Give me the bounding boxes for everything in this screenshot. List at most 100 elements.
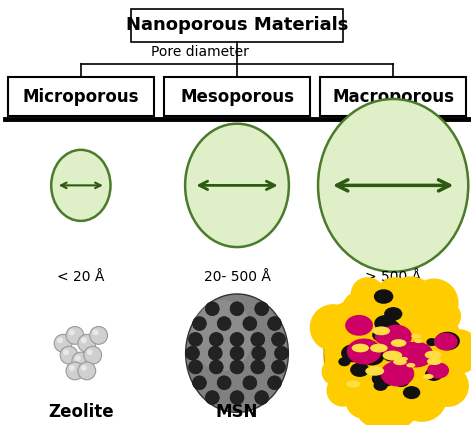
Bar xyxy=(8,77,154,116)
Ellipse shape xyxy=(346,380,360,387)
Ellipse shape xyxy=(346,383,382,419)
Ellipse shape xyxy=(51,150,110,221)
Ellipse shape xyxy=(341,344,365,362)
Ellipse shape xyxy=(341,291,381,330)
Ellipse shape xyxy=(327,302,371,345)
Ellipse shape xyxy=(383,335,410,356)
Ellipse shape xyxy=(255,391,269,404)
Ellipse shape xyxy=(370,344,388,353)
Ellipse shape xyxy=(78,334,96,352)
Ellipse shape xyxy=(318,99,468,272)
Ellipse shape xyxy=(359,347,384,366)
Ellipse shape xyxy=(393,374,410,387)
Bar xyxy=(320,77,466,116)
Ellipse shape xyxy=(230,346,244,360)
Ellipse shape xyxy=(191,300,253,371)
Ellipse shape xyxy=(382,339,402,354)
Ellipse shape xyxy=(425,351,441,359)
Ellipse shape xyxy=(87,349,93,355)
Ellipse shape xyxy=(210,360,223,374)
Ellipse shape xyxy=(321,357,350,386)
Ellipse shape xyxy=(78,362,96,380)
Ellipse shape xyxy=(382,338,412,361)
Text: Pore diameter: Pore diameter xyxy=(152,45,249,59)
Ellipse shape xyxy=(377,389,417,428)
Ellipse shape xyxy=(324,337,354,367)
Ellipse shape xyxy=(186,346,200,360)
Ellipse shape xyxy=(374,315,396,332)
Ellipse shape xyxy=(385,327,405,342)
Ellipse shape xyxy=(93,330,99,336)
Ellipse shape xyxy=(427,358,442,365)
Ellipse shape xyxy=(381,361,414,386)
Ellipse shape xyxy=(230,302,244,316)
Text: 20- 500 Å: 20- 500 Å xyxy=(203,270,271,284)
Ellipse shape xyxy=(324,284,462,422)
Ellipse shape xyxy=(274,346,288,360)
Bar xyxy=(164,77,310,116)
Ellipse shape xyxy=(185,124,289,247)
Text: Microporous: Microporous xyxy=(23,88,139,106)
Ellipse shape xyxy=(69,330,75,336)
Ellipse shape xyxy=(75,355,81,361)
Ellipse shape xyxy=(205,302,219,316)
Ellipse shape xyxy=(384,345,405,360)
Ellipse shape xyxy=(351,277,384,311)
Ellipse shape xyxy=(375,320,401,339)
Ellipse shape xyxy=(425,368,443,381)
Ellipse shape xyxy=(387,349,399,357)
Ellipse shape xyxy=(345,315,373,336)
Ellipse shape xyxy=(356,386,398,428)
Ellipse shape xyxy=(373,327,390,335)
Ellipse shape xyxy=(310,304,356,351)
Ellipse shape xyxy=(205,391,219,404)
Text: Nanoporous Materials: Nanoporous Materials xyxy=(126,17,348,35)
Ellipse shape xyxy=(411,334,421,339)
Ellipse shape xyxy=(272,360,285,374)
Ellipse shape xyxy=(399,342,433,367)
Ellipse shape xyxy=(81,337,87,343)
Ellipse shape xyxy=(217,317,231,330)
Ellipse shape xyxy=(72,352,90,370)
Ellipse shape xyxy=(243,317,257,330)
Ellipse shape xyxy=(434,333,458,351)
Ellipse shape xyxy=(209,346,222,360)
Ellipse shape xyxy=(217,376,231,389)
Text: > 500 Å: > 500 Å xyxy=(365,270,421,284)
Ellipse shape xyxy=(81,365,87,371)
Ellipse shape xyxy=(268,376,282,389)
Ellipse shape xyxy=(230,360,244,374)
Ellipse shape xyxy=(435,332,460,351)
Ellipse shape xyxy=(255,302,269,316)
Ellipse shape xyxy=(327,374,359,407)
Ellipse shape xyxy=(252,346,265,360)
Ellipse shape xyxy=(397,371,447,422)
Text: Zeolite: Zeolite xyxy=(48,404,114,422)
Ellipse shape xyxy=(372,328,390,342)
Ellipse shape xyxy=(54,334,72,352)
Ellipse shape xyxy=(391,339,406,347)
Text: Sponge: Sponge xyxy=(358,404,428,422)
Ellipse shape xyxy=(57,337,63,343)
Ellipse shape xyxy=(66,327,84,344)
Ellipse shape xyxy=(427,365,469,407)
Ellipse shape xyxy=(268,317,282,330)
Ellipse shape xyxy=(391,390,423,422)
Ellipse shape xyxy=(90,327,108,344)
Ellipse shape xyxy=(414,339,423,343)
Ellipse shape xyxy=(84,346,101,364)
Ellipse shape xyxy=(189,333,202,346)
Ellipse shape xyxy=(395,340,413,353)
Ellipse shape xyxy=(352,344,369,352)
Ellipse shape xyxy=(396,342,416,357)
Ellipse shape xyxy=(189,360,202,374)
Ellipse shape xyxy=(403,386,420,399)
Text: MSN: MSN xyxy=(216,404,258,422)
Ellipse shape xyxy=(382,348,396,359)
Text: Macroporous: Macroporous xyxy=(332,88,454,106)
Ellipse shape xyxy=(426,338,437,346)
Ellipse shape xyxy=(427,362,449,379)
Ellipse shape xyxy=(385,276,436,327)
Ellipse shape xyxy=(381,373,397,386)
Ellipse shape xyxy=(210,333,223,346)
